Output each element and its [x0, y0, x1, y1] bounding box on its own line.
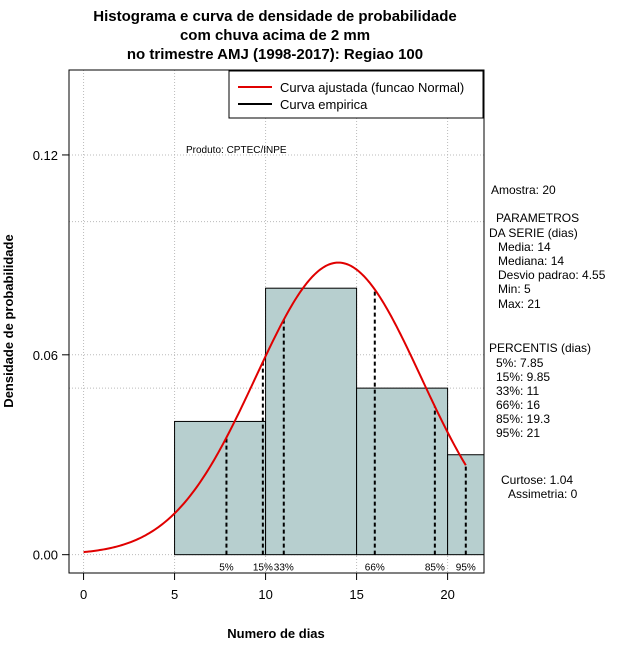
chart-title-line-1: Histograma e curva de densidade de proba… [93, 8, 456, 25]
params-title-1: PARAMETROS [496, 211, 579, 225]
axes: 0 5 10 15 20 0.00 0.06 0.12 [33, 148, 455, 602]
x-tick-label: 5 [171, 587, 178, 602]
curtose: Curtose: 1.04 [501, 473, 573, 487]
assimetria: Assimetria: 0 [508, 487, 578, 501]
percentile-label: 15% [253, 563, 273, 574]
percentile-label: 95% [456, 563, 476, 574]
chart-title-line-2: com chuva acima de 2 mm [180, 27, 370, 44]
y-tick-label: 0.06 [33, 348, 58, 363]
x-axis-label: Numero de dias [227, 626, 325, 641]
param-desvio: Desvio padrao: 4.55 [498, 268, 606, 282]
chart-title-line-3: no trimestre AMJ (1998-2017): Regiao 100 [127, 46, 423, 63]
percentile-label: 66% [365, 563, 385, 574]
legend: Curva ajustada (funcao Normal) Curva emp… [228, 70, 484, 119]
percentil-66: 66%: 16 [496, 398, 540, 412]
histogram-bar [174, 420, 267, 556]
y-axis-label: Densidade de probabilidade [1, 234, 16, 407]
y-tick-label: 0.12 [33, 148, 58, 163]
params-title-2: DA SERIE (dias) [489, 226, 578, 240]
param-media: Media: 14 [498, 240, 551, 254]
legend-label-fitted: Curva ajustada (funcao Normal) [280, 80, 464, 95]
x-tick-label: 15 [349, 587, 363, 602]
percentile-label: 33% [274, 563, 294, 574]
x-tick-label: 10 [258, 587, 272, 602]
percentis-title: PERCENTIS (dias) [489, 341, 591, 355]
normal-curve [83, 261, 467, 554]
statistics-panel: Amostra: 20 PARAMETROS DA SERIE (dias) M… [489, 183, 606, 501]
sample-size: Amostra: 20 [491, 183, 556, 197]
param-max: Max: 21 [498, 297, 541, 311]
x-tick-label: 20 [440, 587, 454, 602]
percentile-label: 5% [219, 563, 234, 574]
percentil-33: 33%: 11 [496, 384, 539, 398]
histogram-bar [265, 287, 358, 556]
x-tick-label: 0 [80, 587, 87, 602]
percentile-lines: 5% 15% 33% 66% 85% 95% [219, 289, 476, 574]
normal-density-curve [83, 261, 467, 554]
legend-box [228, 70, 484, 119]
percentil-95: 95%: 21 [496, 426, 540, 440]
product-note: Produto: CPTEC/INPE [186, 145, 287, 156]
percentil-85: 85%: 19.3 [496, 412, 550, 426]
legend-label-empirical: Curva empirica [280, 97, 368, 112]
percentil-5: 5%: 7.85 [496, 356, 544, 370]
percentile-label: 85% [425, 563, 445, 574]
param-min: Min: 5 [498, 282, 531, 296]
plot-frame [68, 69, 485, 574]
percentil-15: 15%: 9.85 [496, 370, 550, 384]
y-tick-label: 0.00 [33, 548, 58, 563]
param-mediana: Mediana: 14 [498, 254, 564, 268]
histogram-bars [174, 287, 485, 556]
histogram-bar [356, 387, 449, 556]
